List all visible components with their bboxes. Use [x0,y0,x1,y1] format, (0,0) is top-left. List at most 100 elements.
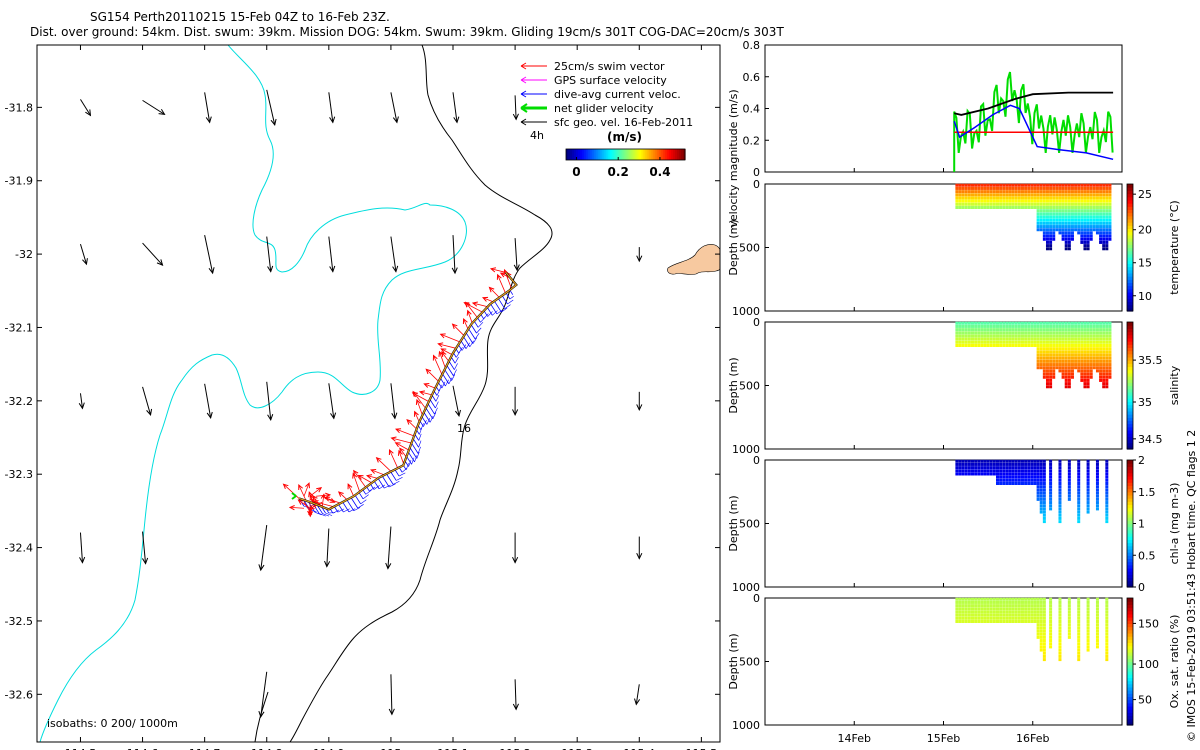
salinity-profile-point [1042,366,1046,370]
chla-colorbar-cell [1127,529,1133,534]
geo-velocity-arrow [142,99,165,115]
oxygen-profile-point [1067,613,1071,617]
temperature-profile-point [1070,218,1074,222]
salinity-profile-point [1086,347,1090,351]
salinity-profile-point [1058,331,1062,335]
temperature-profile-point [967,193,971,197]
temperature-profile-point [1039,183,1043,187]
chla-profile-point [1030,481,1034,485]
temperature-profile-point [1033,193,1037,197]
salinity-profile-point [1055,321,1059,325]
salinity-profile-point [980,331,984,335]
temperature-profile-point [971,186,975,190]
temperature-profile-point [1108,228,1112,232]
chla-profile-point [1086,478,1090,482]
temperature-profile-point [1108,237,1112,241]
chla-profile-point [1077,507,1081,511]
chla-profile-point [1105,485,1109,489]
temperature-profile-point [1002,193,1006,197]
salinity-profile-point [1049,337,1053,341]
chla-profile-point [1027,466,1031,470]
salinity-profile-point [1024,334,1028,338]
chla-y-tick-label: 1000 [732,581,760,594]
chla-profile-point [1058,510,1062,514]
salinity-profile-point [1039,321,1043,325]
colorbar-cell [661,149,664,160]
salinity-profile-point [1105,321,1109,325]
salinity-profile-point [1099,372,1103,376]
chla-profile-point [1067,466,1071,470]
salinity-profile-point [955,340,959,344]
salinity-profile-point [1083,369,1087,373]
chla-profile-point [989,459,993,463]
chla-colorbar-cell [1127,501,1133,506]
oxygen-profile-point [1067,604,1071,608]
chla-profile-point [1036,494,1040,498]
temperature-colorbar-cell [1127,199,1133,204]
current-vector [460,340,467,349]
oxygen-colorbar-cell [1127,632,1133,637]
current-vector-link [408,459,412,467]
temperature-colorbar-cell [1127,203,1133,207]
oxygen-colorbar-cell [1127,645,1133,650]
chla-colorbar-tick-label: 1 [1138,518,1145,531]
oxygen-profile-point [995,604,999,608]
salinity-profile-point [1052,366,1056,370]
chla-profile-point [1067,469,1071,473]
oxygen-profile-point [967,610,971,614]
oxygen-profile-point [995,600,999,604]
swim-vector [439,351,446,369]
salinity-profile-point [1102,321,1106,325]
oxygen-profile-point [1077,642,1081,646]
temperature-profile-point [1045,209,1049,213]
salinity-profile-point [961,337,965,341]
swim-vector-arrowhead [414,410,419,417]
temperature-profile-point [1039,212,1043,216]
salinity-profile-point [1102,356,1106,360]
salinity-profile-point [1095,347,1099,351]
current-vector-link [332,509,340,514]
temperature-profile-point [1039,199,1043,203]
salinity-profile-point [986,321,990,325]
colorbar-cell [625,149,629,160]
salinity-profile-point [1095,353,1099,357]
oxygen-profile-point [1095,645,1099,649]
chla-profile-point [992,462,996,466]
salinity-profile-point [1083,337,1087,341]
temperature-profile-point [1049,212,1053,216]
colorbar-cell [611,149,615,160]
salinity-profile-point [1058,337,1062,341]
chla-profile-point [1014,475,1018,479]
salinity-profile-point [1108,363,1112,367]
oxygen-profile-point [1077,600,1081,604]
oxygen-colorbar-cell [1127,620,1133,624]
temperature-profile-point [980,186,984,190]
salinity-profile-point [1086,378,1090,382]
temperature-profile-point [1005,186,1009,190]
salinity-profile-point [1067,337,1071,341]
salinity-profile-point [1083,321,1087,325]
oxygen-profile-point [995,597,999,601]
swim-vector [338,491,348,501]
chla-profile-point [983,459,987,463]
salinity-profile-point [974,321,978,325]
colorbar-cell [631,149,635,160]
salinity-profile-point [1036,324,1040,328]
oxygen-profile-point [971,604,975,608]
salinity-profile-point [1036,350,1040,354]
salinity-profile-point [1055,343,1059,347]
oxygen-profile-point [955,610,959,614]
oxygen-profile-point [983,604,987,608]
salinity-profile-point [961,321,965,325]
oxygen-profile-point [967,616,971,620]
salinity-profile-point [1080,359,1084,363]
chla-profile-point [1042,513,1046,517]
temperature-profile-point [1005,193,1009,197]
temperature-profile-scatter [955,183,1112,251]
oxygen-profile-point [958,597,962,601]
colorbar-cell [601,149,605,160]
temperature-colorbar-cell [1127,253,1133,258]
geo-velocity-arrowhead [512,409,519,416]
salinity-profile-point [1030,331,1034,335]
